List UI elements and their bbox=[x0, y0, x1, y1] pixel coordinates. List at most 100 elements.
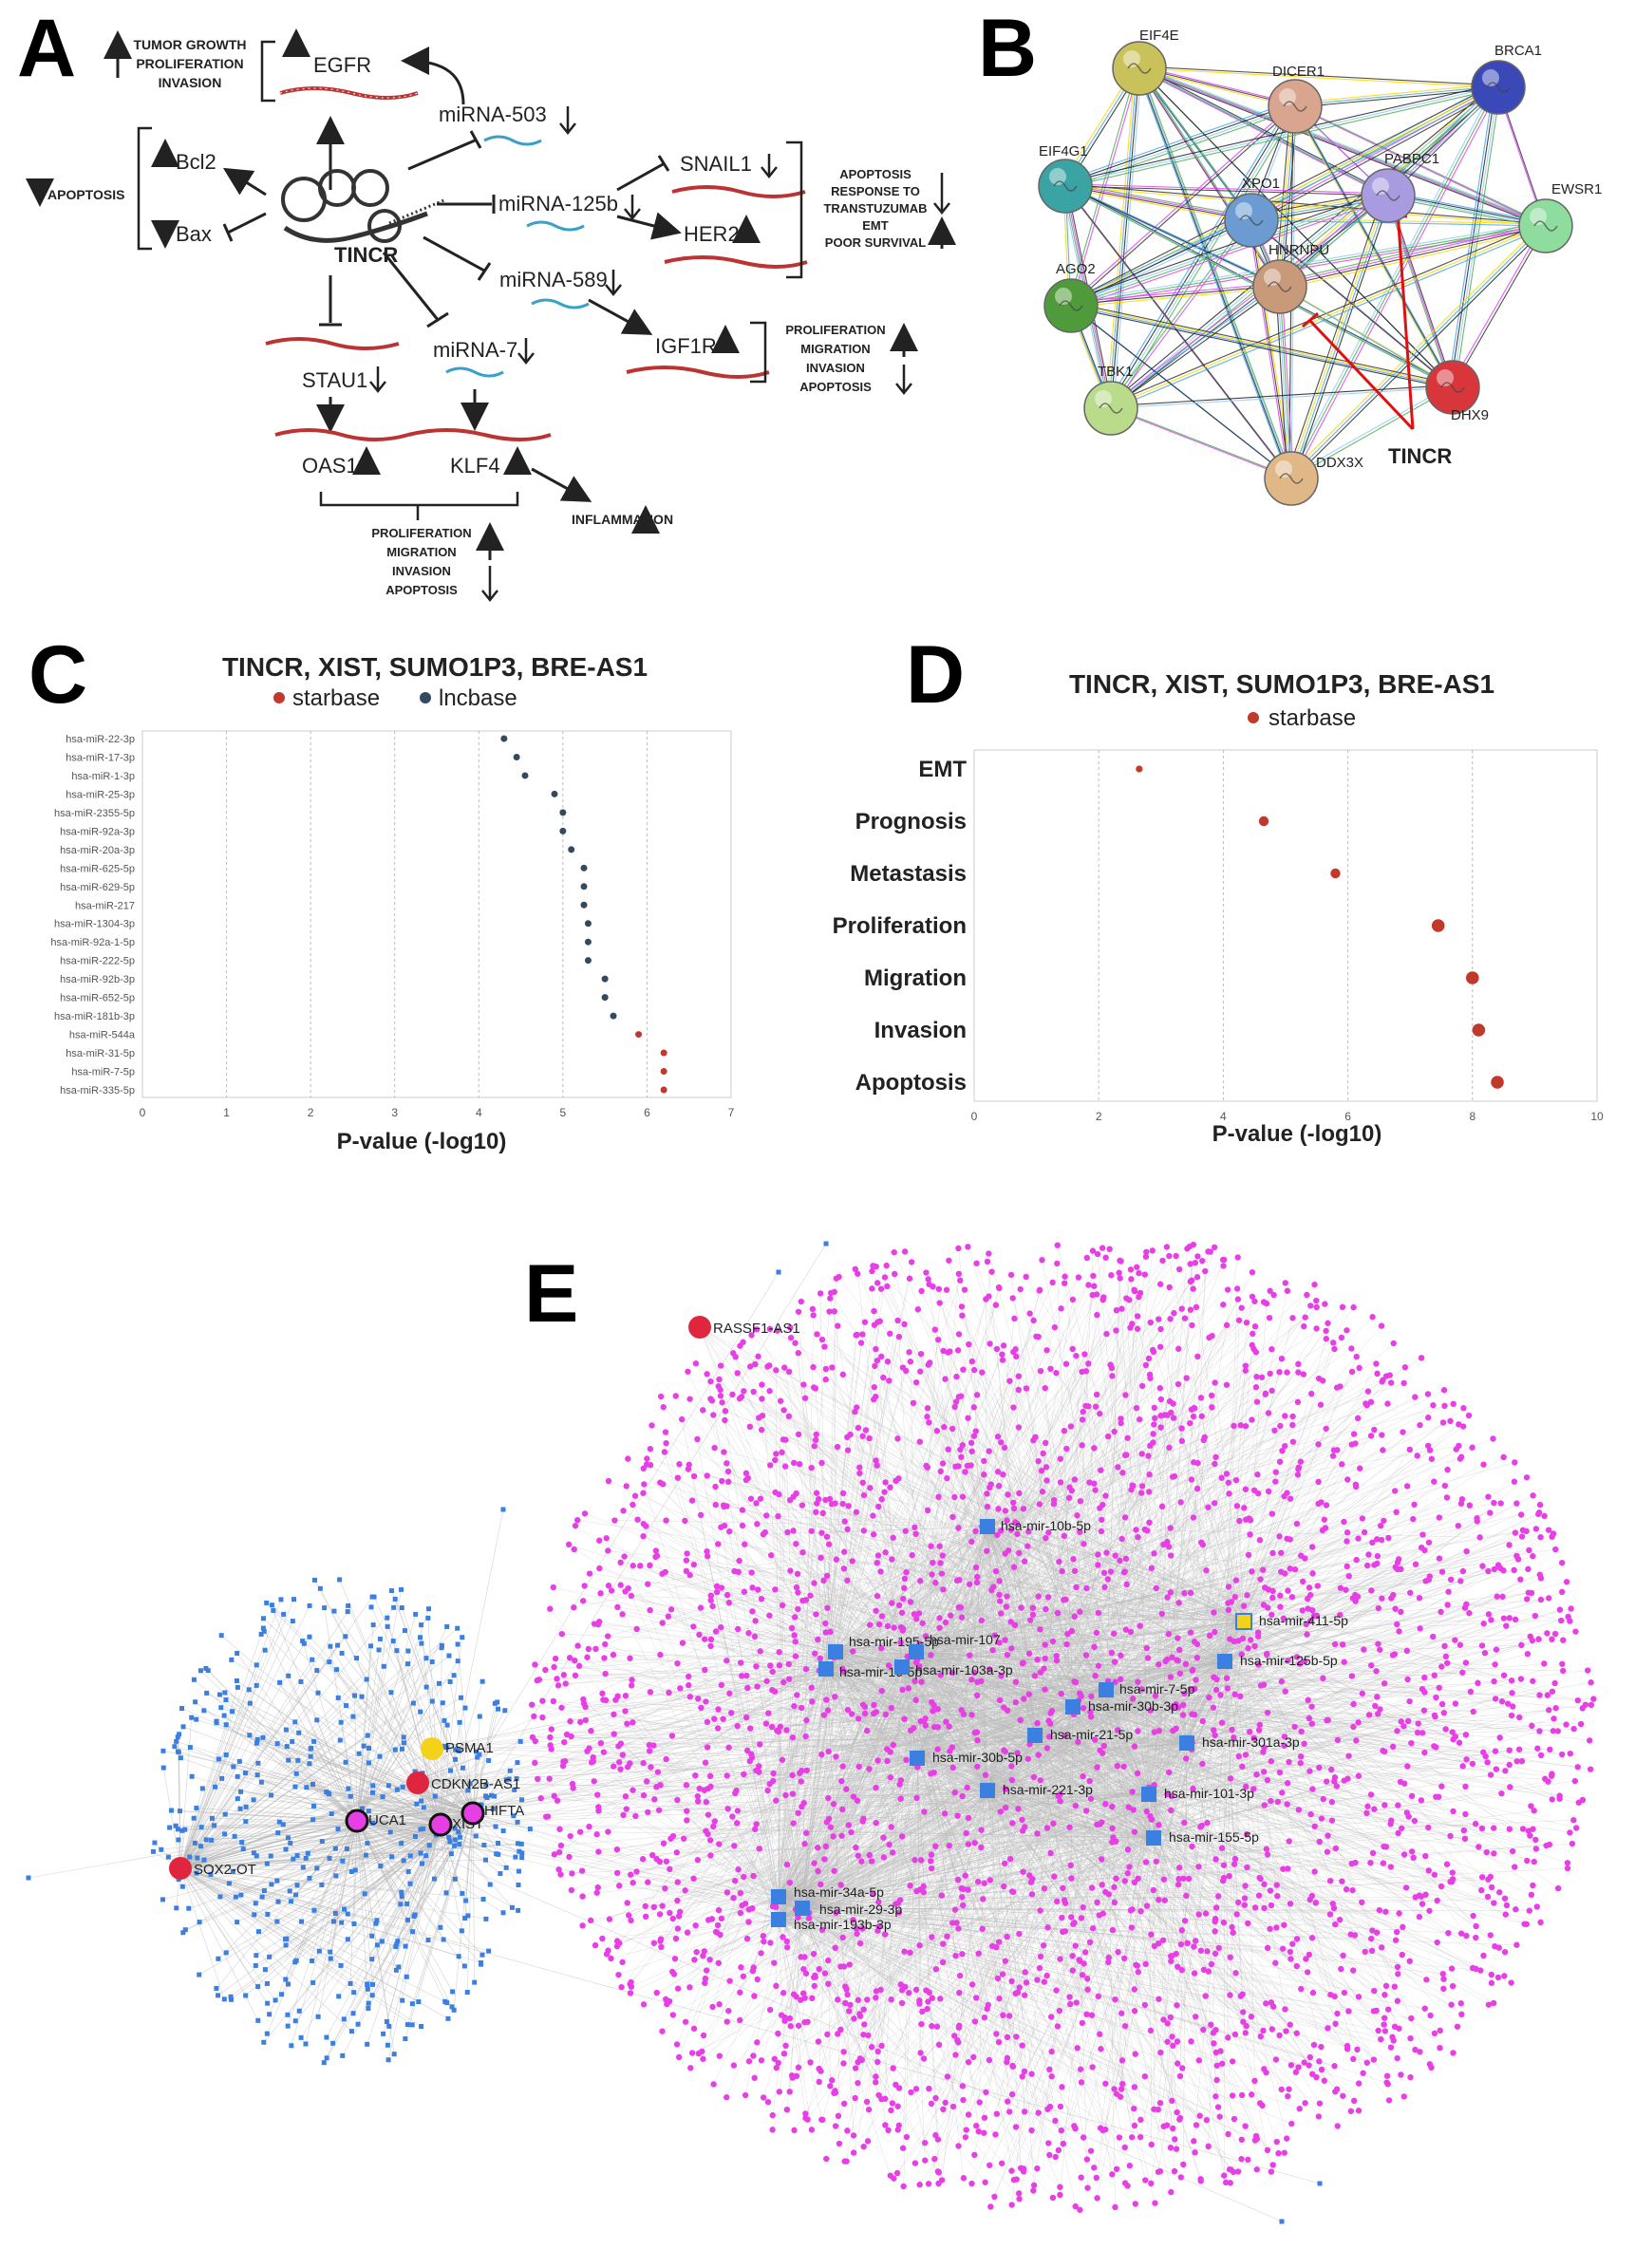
edge bbox=[835, 1651, 1173, 1797]
edge bbox=[835, 1651, 1172, 1811]
mrna-node bbox=[871, 1701, 877, 1709]
edge bbox=[754, 1666, 903, 2078]
edge bbox=[752, 1621, 1245, 1909]
mrna-node bbox=[1260, 1769, 1268, 1775]
edge bbox=[1153, 1251, 1209, 1839]
edge bbox=[608, 1550, 1245, 1622]
edge bbox=[916, 1757, 1052, 2077]
edge bbox=[727, 1471, 1107, 1691]
edge bbox=[987, 1790, 1199, 1915]
mrna-node bbox=[599, 1935, 606, 1942]
edge bbox=[958, 1334, 1107, 1691]
edge bbox=[916, 1730, 1174, 1759]
mrna-node bbox=[795, 1589, 801, 1596]
edge bbox=[1148, 1257, 1238, 1795]
edge bbox=[901, 1350, 944, 1668]
mrna-node bbox=[754, 1683, 761, 1690]
edge bbox=[801, 1907, 1094, 1929]
edge bbox=[1224, 1660, 1324, 1800]
mrna-node bbox=[928, 1652, 934, 1659]
mrna-node bbox=[688, 2050, 696, 2056]
edge bbox=[1186, 1620, 1492, 1744]
edge bbox=[965, 1471, 1150, 1795]
mrna-node bbox=[909, 1551, 915, 1559]
edge bbox=[818, 1757, 918, 1872]
edge bbox=[916, 1450, 1338, 1759]
mrna-node bbox=[591, 1778, 597, 1785]
mrna-node bbox=[1400, 1723, 1407, 1730]
mrna-node bbox=[821, 1856, 828, 1863]
ppi-edge bbox=[1293, 85, 1497, 106]
edge bbox=[778, 1896, 1385, 2018]
egfr-gene: EGFR bbox=[279, 28, 419, 100]
edge bbox=[1001, 1442, 1226, 1662]
edge bbox=[627, 1660, 1226, 1724]
edge bbox=[1105, 1653, 1268, 1691]
mrna-node bbox=[1517, 1676, 1525, 1682]
mrna-node bbox=[647, 1606, 653, 1614]
edge bbox=[1119, 1793, 1150, 2097]
edge bbox=[916, 1289, 1041, 1759]
edge bbox=[835, 1456, 1216, 1653]
edge bbox=[1034, 1358, 1150, 1736]
edge bbox=[916, 1655, 1008, 1759]
edge bbox=[801, 1867, 1569, 1909]
edge bbox=[700, 1607, 780, 1898]
edge bbox=[987, 1790, 1289, 2090]
edge bbox=[916, 1533, 1018, 1759]
mrna-node bbox=[561, 1738, 568, 1746]
mrna-node bbox=[769, 1668, 776, 1676]
mrna-node bbox=[860, 2006, 867, 2013]
mrna-node bbox=[1233, 1911, 1240, 1918]
edge bbox=[916, 1757, 1225, 1865]
mrna-node bbox=[1431, 1672, 1438, 1678]
mrna-node bbox=[567, 1717, 573, 1725]
network-e-edges bbox=[28, 1243, 1594, 2222]
edge bbox=[1034, 1607, 1466, 1736]
edge bbox=[849, 1790, 988, 2012]
edge bbox=[801, 1463, 944, 1909]
edge bbox=[915, 1651, 1099, 1916]
edge bbox=[1034, 1482, 1090, 1736]
bottom-effects: PROLIFERATION MIGRATION INVASION APOPTOS… bbox=[319, 492, 519, 603]
ppi-edge bbox=[1070, 305, 1454, 388]
edge bbox=[643, 1742, 1188, 1860]
edge bbox=[787, 1689, 1107, 1948]
mrna-node bbox=[1385, 1534, 1392, 1542]
edge bbox=[1072, 1682, 1478, 1708]
edge bbox=[749, 1366, 1155, 1839]
edge bbox=[932, 1286, 1107, 1691]
edge bbox=[686, 1570, 1188, 1744]
edge bbox=[778, 1629, 1041, 1921]
edge bbox=[675, 1919, 780, 1940]
mrna-node bbox=[1057, 1479, 1064, 1486]
edge bbox=[712, 1668, 827, 2008]
edge bbox=[835, 1632, 1191, 1653]
edge bbox=[901, 1666, 1083, 1976]
y-tick-label: hsa-miR-625-5p bbox=[60, 863, 135, 874]
network-nodes: EIF4EDICER1BRCA1EIF4G1XPO1PABPC1EWSR1AGO… bbox=[1038, 28, 1602, 506]
edge bbox=[673, 1651, 836, 1975]
edge bbox=[987, 1662, 1448, 1791]
edge bbox=[1105, 1689, 1381, 1710]
edge bbox=[652, 1666, 903, 1856]
panel-b-letter: B bbox=[978, 3, 1037, 94]
edge bbox=[835, 1549, 1530, 1653]
mrna-node bbox=[840, 2100, 848, 2108]
edge bbox=[1148, 1640, 1251, 1795]
edge bbox=[1064, 1706, 1074, 1903]
edge bbox=[1148, 1517, 1439, 1795]
edge bbox=[546, 1668, 827, 1817]
mrna-node bbox=[997, 1610, 1005, 1617]
edge bbox=[440, 1824, 803, 1909]
edge bbox=[778, 1896, 1379, 2032]
edge bbox=[801, 1531, 1081, 1909]
mrna-node bbox=[661, 1449, 668, 1455]
mrna-node bbox=[1530, 1552, 1536, 1560]
mrna-node bbox=[1309, 1989, 1317, 1996]
ppi-edge bbox=[1106, 64, 1137, 404]
edge bbox=[1224, 1607, 1379, 1662]
edge bbox=[1072, 1367, 1360, 1708]
ppi-edge bbox=[1069, 285, 1279, 306]
ppi-edge bbox=[1110, 386, 1454, 409]
